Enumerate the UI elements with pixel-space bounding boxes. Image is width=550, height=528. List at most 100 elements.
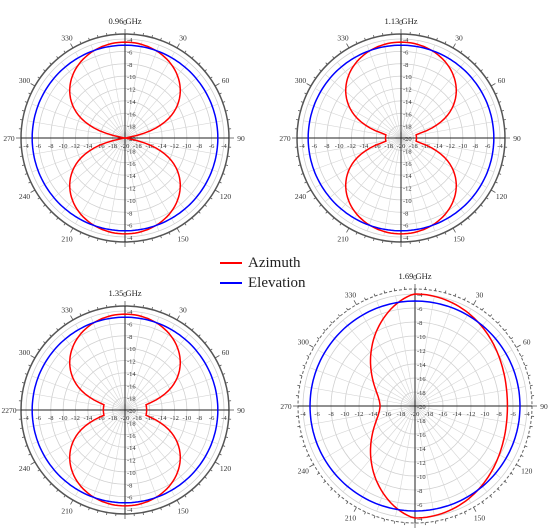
r-tick-label: -4 [417, 292, 423, 299]
outer-tick [355, 41, 358, 44]
grid-spoke [39, 88, 126, 139]
grid-spoke [27, 392, 126, 411]
outer-tick [302, 364, 306, 367]
outer-tick [168, 313, 171, 316]
grid-spoke [414, 405, 435, 517]
r-tick-label: -12 [403, 186, 412, 193]
grid-spoke [27, 409, 126, 428]
outer-tick [204, 204, 207, 207]
grid-spoke [309, 405, 416, 445]
angle-label: 210 [345, 514, 357, 523]
r-tick-label: -6 [36, 415, 42, 422]
grid-spoke [124, 375, 219, 411]
outer-tick [160, 309, 162, 313]
grid-spoke [61, 61, 126, 139]
r-tick-label: -6 [209, 415, 215, 422]
outer-tick [49, 483, 52, 486]
legend-item-azimuth: Azimuth [220, 254, 301, 272]
angle-label: 30 [179, 34, 187, 43]
r-tick-label: -8 [127, 210, 132, 217]
outer-tick [490, 83, 496, 87]
chart-title: 1.13 GHz [384, 16, 417, 26]
r-tick-label: -18 [127, 420, 136, 427]
grid-spoke [324, 74, 402, 139]
outer-tick [79, 504, 82, 507]
r-tick-label: -6 [417, 502, 423, 509]
grid-spoke [400, 137, 487, 188]
outer-tick [63, 50, 66, 54]
outer-tick [485, 197, 489, 200]
outer-tick [473, 300, 477, 305]
outer-tick [43, 341, 46, 344]
r-tick-label: -4 [221, 415, 227, 422]
grid-spoke [414, 367, 521, 407]
angle-label: 90 [540, 402, 548, 411]
outer-tick [151, 307, 153, 310]
outer-tick [97, 35, 99, 38]
outer-tick [168, 232, 171, 235]
chart-title: 1.69 GHz [398, 271, 431, 281]
r-tick-label: -14 [127, 371, 136, 378]
outer-tick [524, 364, 528, 367]
r-tick-label: -18 [417, 390, 426, 397]
grid-spoke [309, 367, 416, 407]
outer-tick [323, 480, 326, 484]
outer-tick [198, 334, 201, 337]
grid-spoke [124, 333, 189, 411]
polar-chart-2: -4-4-4 -4-6-6-6 -6-8-8-8 -8-10-10-10 -10-12-… [279, 16, 521, 247]
grid-spoke [107, 137, 126, 236]
r-tick-label: -18 [133, 143, 142, 150]
grid-spoke [48, 346, 126, 411]
outer-tick [527, 435, 531, 438]
r-tick-label: -16 [96, 143, 105, 150]
grid-spoke [124, 409, 189, 487]
outer-tick [37, 197, 41, 200]
outer-tick [37, 76, 41, 79]
r-tick-label: -14 [127, 99, 136, 106]
grid-spoke [48, 137, 126, 202]
r-tick-label: -18 [409, 143, 418, 150]
r-tick-label: -10 [127, 198, 136, 205]
r-tick-label: -18 [417, 418, 426, 425]
outer-tick [510, 472, 514, 475]
grid-spoke [324, 137, 402, 202]
outer-tick [427, 35, 429, 38]
outer-tick [498, 173, 502, 175]
angle-label: 330 [345, 290, 357, 299]
outer-tick [330, 321, 333, 324]
r-tick-label: -16 [421, 143, 430, 150]
outer-tick [497, 321, 500, 324]
outer-tick [298, 110, 301, 112]
outer-tick [176, 227, 180, 233]
outer-tick [160, 37, 162, 41]
angle-label: 0 [413, 273, 417, 282]
outer-tick [70, 43, 74, 49]
outer-tick [79, 313, 82, 316]
grid-spoke [124, 74, 202, 139]
series-azimuth-line [369, 293, 509, 519]
outer-tick [489, 495, 493, 498]
r-tick-label: -18 [127, 396, 136, 403]
outer-tick [37, 348, 41, 351]
r-tick-label: -16 [417, 376, 426, 383]
grid-spoke [400, 137, 436, 232]
outer-tick [222, 173, 226, 175]
outer-tick [28, 453, 31, 456]
outer-tick [24, 373, 28, 375]
r-tick-label: -4 [127, 507, 133, 514]
outer-tick [97, 510, 99, 513]
legend-swatch-elevation [220, 282, 242, 284]
r-tick-label: -16 [383, 411, 392, 418]
outer-tick [444, 518, 447, 522]
r-tick-label: -4 [300, 411, 306, 418]
angle-label: 90 [237, 134, 245, 143]
outer-tick [56, 217, 59, 220]
outer-tick [56, 56, 59, 59]
angle-label: 120 [220, 192, 232, 201]
series-azimuth-line [68, 313, 182, 507]
angle-label: 270 [279, 134, 291, 143]
outer-tick [22, 436, 25, 438]
grid-spoke [317, 405, 416, 463]
grid-spoke [124, 346, 202, 411]
outer-tick [504, 328, 507, 332]
